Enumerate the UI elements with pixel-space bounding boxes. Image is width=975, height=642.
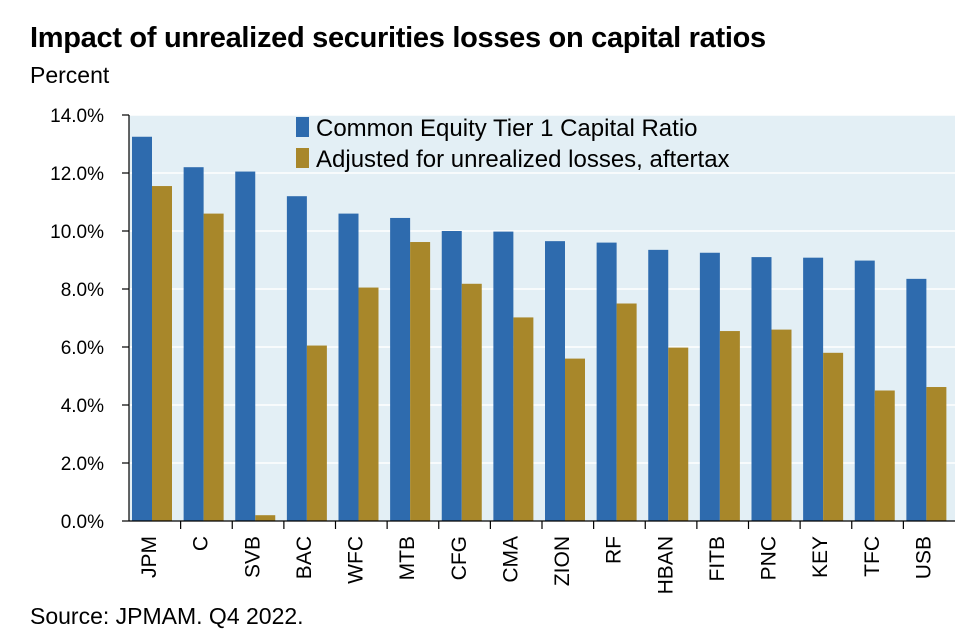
bar-adjusted-pnc bbox=[771, 329, 792, 521]
bars bbox=[132, 136, 947, 522]
x-tick-label: KEY bbox=[809, 536, 832, 578]
x-tick-label: CFG bbox=[448, 536, 471, 580]
legend-swatch-adjusted bbox=[296, 148, 309, 168]
bar-adjusted-mtb bbox=[410, 242, 431, 521]
bar-cet1-key bbox=[803, 257, 824, 521]
bar-cet1-jpm bbox=[132, 136, 152, 521]
x-tick-label: BAC bbox=[293, 536, 316, 579]
chart-subtitle: Percent bbox=[30, 62, 110, 88]
bar-adjusted-cma bbox=[513, 317, 534, 521]
x-tick-label: CMA bbox=[499, 536, 522, 583]
bar-cet1-zion bbox=[545, 241, 565, 521]
y-tick-label: 14.0% bbox=[50, 106, 104, 127]
bar-cet1-rf bbox=[596, 242, 617, 521]
bar-adjusted-bac bbox=[306, 345, 327, 521]
chart-title: Impact of unrealized securities losses o… bbox=[30, 22, 766, 54]
bar-cet1-cma bbox=[493, 231, 514, 521]
bar-cet1-cfg bbox=[441, 231, 462, 521]
x-tick-label: WFC bbox=[345, 536, 368, 584]
y-tick-label: 6.0% bbox=[61, 338, 104, 359]
bar-cet1-wfc bbox=[338, 213, 359, 521]
legend: Common Equity Tier 1 Capital Ratio Adjus… bbox=[296, 115, 730, 173]
x-tick-label: PNC bbox=[758, 536, 781, 580]
y-tick-label: 12.0% bbox=[50, 164, 104, 185]
y-tick-label: 0.0% bbox=[61, 512, 104, 533]
x-tick-label: C bbox=[190, 536, 213, 551]
bar-cet1-bac bbox=[286, 196, 307, 521]
legend-swatch-common-equity bbox=[296, 117, 309, 137]
x-tick-label: ZION bbox=[551, 536, 574, 586]
y-tick-label: 4.0% bbox=[61, 396, 104, 417]
x-tick-label: TFC bbox=[861, 536, 884, 577]
y-axis-ticks: 0.0% 2.0% 4.0% 6.0% 8.0% 10.0% 12.0% 14.0% bbox=[50, 106, 129, 533]
x-tick-label: MTB bbox=[396, 536, 419, 580]
bar-adjusted-zion bbox=[565, 358, 585, 521]
x-tick-label: JPM bbox=[138, 536, 161, 578]
bar-adjusted-fitb bbox=[719, 331, 740, 521]
bar-cet1-usb bbox=[906, 278, 927, 521]
bar-cet1-tfc bbox=[854, 260, 875, 521]
x-axis-ticks: JPM C SVB BAC WFC MTB CFG CMA ZION RF HBAN FITB PNC K… bbox=[138, 521, 935, 594]
bar-adjusted-rf bbox=[616, 303, 637, 521]
bar-adjusted-tfc bbox=[874, 390, 895, 521]
legend-label-adjusted: Adjusted for unrealized losses, aftertax bbox=[316, 146, 730, 173]
bar-adjusted-svb bbox=[255, 515, 276, 521]
bar-cet1-hban bbox=[648, 249, 669, 521]
bar-cet1-c bbox=[183, 167, 204, 521]
x-tick-label: SVB bbox=[241, 536, 264, 578]
x-tick-label: RF bbox=[603, 536, 626, 564]
bar-adjusted-key bbox=[823, 352, 844, 521]
bar-cet1-mtb bbox=[390, 217, 411, 521]
bar-adjusted-c bbox=[203, 213, 224, 521]
bar-adjusted-wfc bbox=[358, 287, 379, 521]
bar-adjusted-hban bbox=[668, 347, 689, 521]
source-note: Source: JPMAM. Q4 2022. bbox=[30, 603, 304, 629]
bar-cet1-fitb bbox=[699, 252, 720, 521]
x-tick-label: HBAN bbox=[654, 536, 677, 594]
y-tick-label: 10.0% bbox=[50, 222, 104, 243]
bar-adjusted-usb bbox=[926, 387, 947, 521]
bar-adjusted-cfg bbox=[461, 283, 482, 521]
bar-cet1-pnc bbox=[751, 257, 772, 521]
y-tick-label: 2.0% bbox=[61, 454, 104, 475]
x-tick-label: USB bbox=[912, 536, 935, 579]
bar-cet1-svb bbox=[235, 171, 256, 522]
y-tick-label: 8.0% bbox=[61, 280, 104, 301]
x-tick-label: FITB bbox=[706, 536, 729, 582]
bar-adjusted-jpm bbox=[152, 186, 172, 522]
legend-label-common-equity: Common Equity Tier 1 Capital Ratio bbox=[316, 115, 698, 142]
